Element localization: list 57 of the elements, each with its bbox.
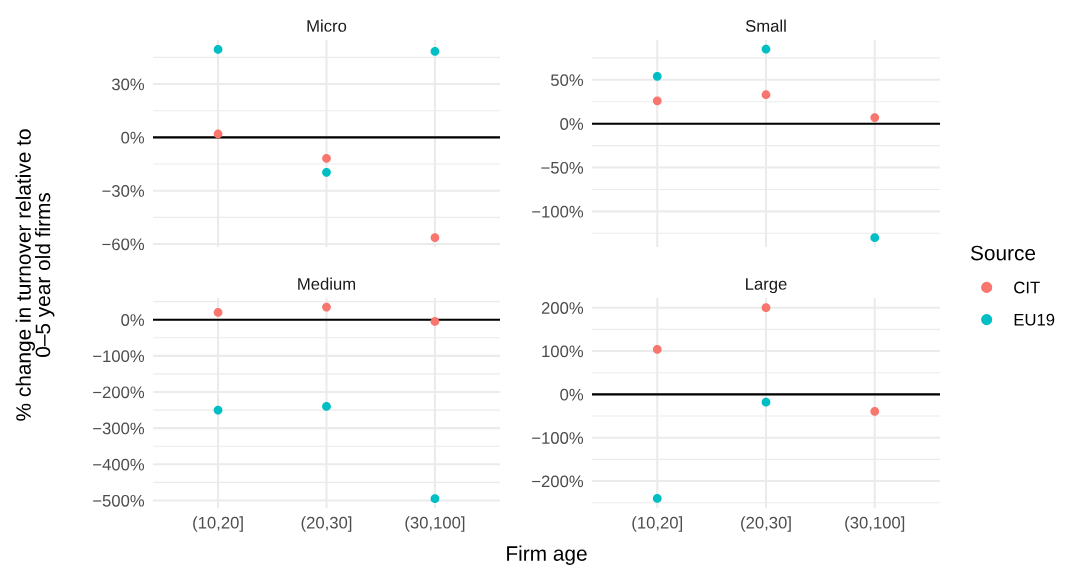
y-tick-label: 0% [560, 388, 584, 401]
y-tick-label: 0% [121, 314, 145, 326]
x-tick-label: (30,100] [405, 516, 465, 532]
y-tick-label: 30% [111, 78, 145, 91]
y-tick-label: −50% [541, 161, 584, 174]
point [761, 44, 771, 54]
point [213, 308, 223, 317]
point [761, 303, 771, 313]
point [213, 129, 223, 139]
y-tick-label: −100% [532, 205, 584, 218]
y-axis-title: % change in turnover relative to 0–5 year old firms [15, 129, 55, 421]
point [322, 302, 331, 312]
y-tick-label: −400% [93, 458, 145, 471]
y-tick-label: −500% [93, 494, 145, 507]
legend-title: Source [970, 245, 1036, 261]
chart-title: Medium [298, 277, 356, 290]
legend-label: CIT [1014, 281, 1040, 294]
chart-title: Small [745, 19, 786, 32]
y-tick-label: 100% [542, 345, 584, 358]
point [870, 406, 880, 416]
y-tick-label: −30% [102, 185, 145, 197]
x-tick-label: (10,20] [632, 516, 683, 532]
x-tick-label: (20,30] [301, 516, 352, 532]
point [652, 493, 662, 503]
point [652, 96, 662, 106]
point [430, 494, 440, 504]
chart-title: Large [746, 278, 787, 294]
chart-title: Micro [307, 19, 347, 32]
point [430, 233, 440, 242]
y-tick-label: −100% [532, 432, 584, 444]
y-tick-label: −60% [102, 238, 145, 251]
x-tick-label: (10,20] [193, 516, 243, 532]
point [322, 402, 331, 411]
y-tick-label: 0% [121, 131, 145, 144]
y-tick-label: −300% [93, 422, 145, 435]
point [761, 397, 771, 407]
y-tick-label: 0% [560, 118, 584, 130]
legend-label: EU19 [1014, 313, 1055, 326]
x-axis-title: Firm age [507, 545, 587, 565]
y-tick-label: −200% [532, 475, 584, 488]
point [213, 405, 223, 415]
point [322, 153, 331, 163]
x-tick-label: (20,30] [741, 516, 791, 532]
y-tick-label: 50% [550, 74, 584, 87]
y-tick-label: 200% [541, 302, 584, 314]
point [430, 46, 440, 56]
point [652, 71, 662, 81]
x-tick-label: (30,100] [845, 516, 905, 532]
point [430, 317, 440, 326]
point [870, 113, 880, 122]
point [761, 90, 771, 100]
point [322, 167, 331, 177]
point [213, 45, 223, 54]
point [870, 233, 880, 243]
point [652, 344, 662, 354]
y-tick-label: −200% [93, 386, 145, 399]
y-tick-label: −100% [93, 350, 145, 363]
